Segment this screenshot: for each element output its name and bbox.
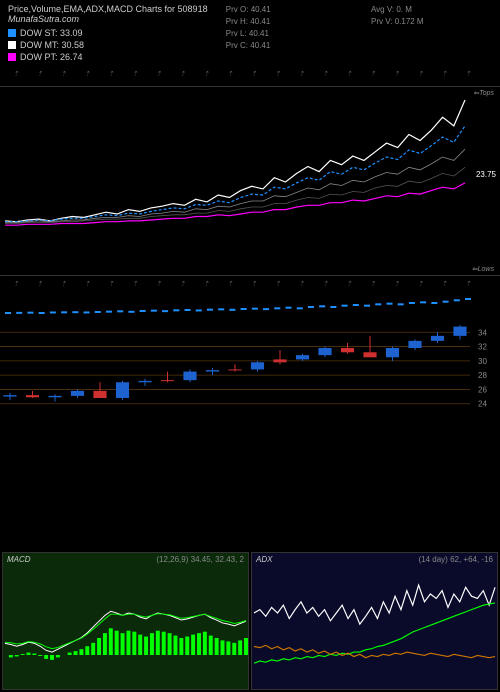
macd-label: MACD xyxy=(7,555,31,564)
title-main: Price,Volume,EMA,ADX,MACD Charts for 508… xyxy=(8,4,208,14)
adx-svg xyxy=(252,553,497,689)
title-source: MunafaSutra.com xyxy=(8,14,79,24)
macd-panel[interactable]: MACD (12,26,9) 34.45, 32.43, 2 xyxy=(2,552,249,690)
macd-values: (12,26,9) 34.45, 32.43, 2 xyxy=(156,555,244,564)
svg-text:24: 24 xyxy=(478,400,487,409)
prev-volume: Prv V: 0.172 M xyxy=(371,16,492,28)
svg-text:32: 32 xyxy=(478,343,487,352)
chart-title: Price,Volume,EMA,ADX,MACD Charts for 508… xyxy=(8,4,226,24)
candle-svg: 24 26 28 30 32 34 xyxy=(0,318,500,418)
price-chart-svg xyxy=(0,87,500,277)
prev-open: Prv O: 40.41 xyxy=(226,4,371,16)
prev-high: Prv H: 40.41 xyxy=(226,16,371,28)
lows-label: ⇐Lows xyxy=(472,265,494,273)
prev-close: Prv C: 40.41 xyxy=(226,40,371,52)
candle-chart-panel[interactable]: 24 26 28 30 32 34 xyxy=(0,318,500,418)
indicator-panels: MACD (12,26,9) 34.45, 32.43, 2 ADX (14 d… xyxy=(0,550,500,692)
indicator-item: DOW ST: 33.09 xyxy=(8,28,226,38)
spacer xyxy=(0,420,500,550)
volume-svg xyxy=(0,296,500,316)
header-avg-vol: Avg V: 0. M Prv V: 0.172 M xyxy=(371,4,492,64)
indicator-list: DOW ST: 33.09 DOW MT: 30.58 DOW PT: 26.74 xyxy=(8,28,226,62)
indicator-item: DOW MT: 30.58 xyxy=(8,40,226,50)
header-prev-ohlc: Prv O: 40.41 Prv H: 40.41 Prv L: 40.41 P… xyxy=(226,4,371,64)
price-chart-panel[interactable]: ⇐Tops 23.75 ⇐Lows xyxy=(0,86,500,276)
adx-panel[interactable]: ADX (14 day) 62, +64, -16 xyxy=(251,552,498,690)
macd-svg xyxy=(3,553,248,689)
date-axis-top: ⇡⇡⇡⇡⇡⇡⇡⇡⇡⇡⇡⇡⇡⇡⇡⇡⇡⇡⇡⇡ xyxy=(0,68,500,84)
volume-dash-panel xyxy=(0,296,500,316)
indicator-item: DOW PT: 26.74 xyxy=(8,52,226,62)
prev-low: Prv L: 40.41 xyxy=(226,28,371,40)
avg-volume: Avg V: 0. M xyxy=(371,4,492,16)
svg-text:26: 26 xyxy=(478,385,487,394)
date-axis-mid: ⇡⇡⇡⇡⇡⇡⇡⇡⇡⇡⇡⇡⇡⇡⇡⇡⇡⇡⇡⇡ xyxy=(0,278,500,294)
tops-label: ⇐Tops xyxy=(473,89,494,97)
svg-text:30: 30 xyxy=(478,357,487,366)
svg-text:28: 28 xyxy=(478,371,487,380)
svg-text:34: 34 xyxy=(478,328,487,337)
header-left: Price,Volume,EMA,ADX,MACD Charts for 508… xyxy=(8,4,226,64)
adx-label: ADX xyxy=(256,555,272,564)
adx-values: (14 day) 62, +64, -16 xyxy=(419,555,494,564)
last-price-label: 23.75 xyxy=(476,170,496,179)
chart-header: Price,Volume,EMA,ADX,MACD Charts for 508… xyxy=(0,0,500,68)
